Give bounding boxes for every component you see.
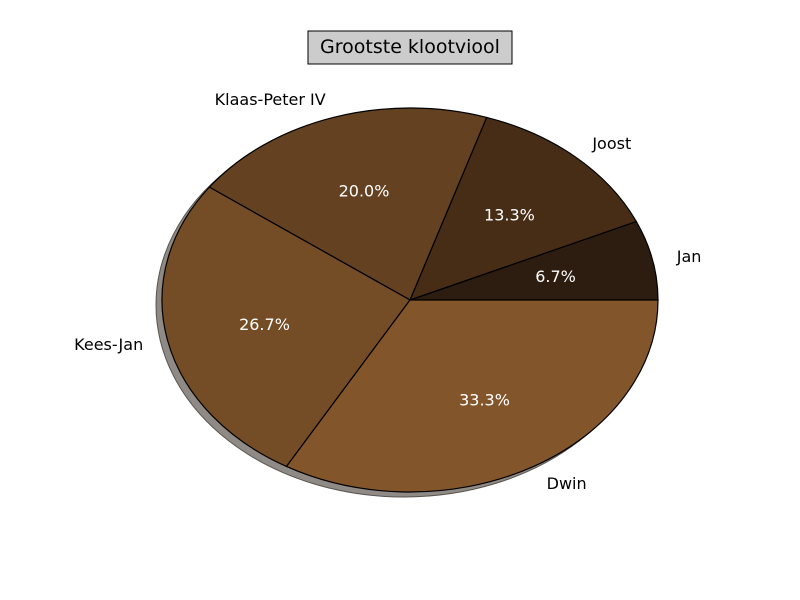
pie-category-label: Joost bbox=[591, 134, 631, 153]
chart-title: Grootste klootviool bbox=[307, 30, 513, 65]
pie-percent-label: 26.7% bbox=[239, 315, 290, 334]
pie-slice-joost bbox=[408, 116, 638, 302]
pie-category-label: Jan bbox=[676, 247, 702, 266]
pie-slice-dwin bbox=[285, 299, 659, 493]
chart-title-box bbox=[307, 30, 513, 65]
pie-labels: 6.7% Jan 13.3% Joost 20.0% Klaas-Peter IV 26.7… bbox=[74, 90, 701, 493]
chart-title-text: Grootste klootviool bbox=[320, 36, 500, 58]
pie-slice-klaas-peter-iv bbox=[208, 107, 488, 301]
pie-percent-label: 13.3% bbox=[484, 205, 535, 224]
pie-percent-label: 6.7% bbox=[535, 267, 576, 286]
pie-category-label: Dwin bbox=[547, 474, 587, 493]
pie-category-label: Klaas-Peter IV bbox=[215, 90, 326, 109]
pie-category-label: Kees-Jan bbox=[74, 335, 143, 354]
pie-percent-label: 20.0% bbox=[339, 181, 390, 200]
pie-slice-kees-jan bbox=[161, 186, 411, 468]
pie-percent-label: 33.3% bbox=[459, 391, 510, 410]
pie-slices bbox=[161, 107, 659, 493]
